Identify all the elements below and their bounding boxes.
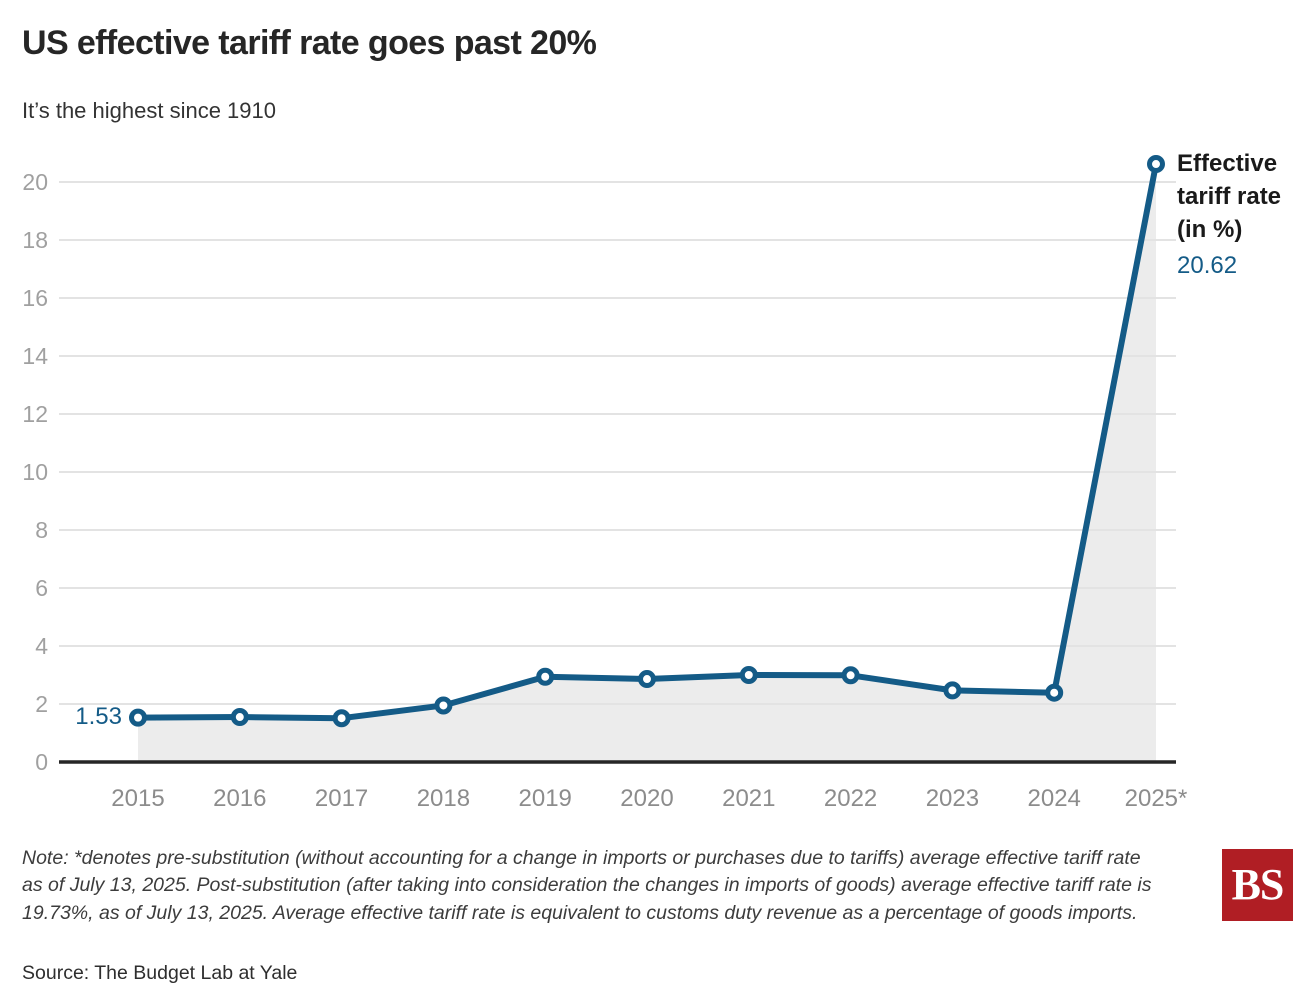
data-point-2019 — [536, 667, 555, 686]
x-tick-label: 2020 — [620, 785, 673, 812]
data-line — [135, 161, 1159, 722]
x-tick-label: 2016 — [213, 785, 266, 812]
y-tick-label: 0 — [35, 749, 48, 775]
y-tick-label: 16 — [22, 285, 48, 311]
x-tick-label: 2021 — [722, 785, 775, 812]
data-point-2017 — [332, 709, 351, 728]
series-legend: Effective tariff rate (in %) 20.62 — [1177, 148, 1295, 281]
source-credit: Source: The Budget Lab at Yale — [22, 962, 298, 984]
x-tick-label: 2023 — [926, 785, 979, 812]
data-point-2023 — [943, 681, 962, 700]
page-title: US effective tariff rate goes past 20% — [22, 24, 597, 62]
data-point-2018 — [434, 696, 453, 715]
last-point-value-label: 20.62 — [1177, 251, 1238, 279]
data-point-2015 — [129, 708, 147, 727]
bs-logo: BS — [1222, 849, 1293, 921]
x-tick-label: 2017 — [315, 785, 368, 812]
footnote: Note: *denotes pre-substitution (without… — [22, 847, 1152, 924]
series-legend-label: Effective tariff rate (in %) — [1177, 150, 1282, 243]
y-tick-label: 2 — [35, 691, 48, 717]
data-point-2024 — [1045, 683, 1064, 702]
x-tick-label: 2025* — [1125, 785, 1188, 812]
data-point-2020 — [638, 670, 656, 689]
y-tick-label: 6 — [35, 575, 48, 601]
area-fill — [138, 164, 1156, 762]
data-point-2021 — [739, 666, 758, 684]
y-tick-label: 10 — [22, 459, 48, 485]
data-point-2022 — [841, 666, 860, 685]
x-tick-label: 2015 — [111, 785, 164, 812]
y-tick-label: 4 — [35, 633, 48, 659]
x-tick-label: 2024 — [1028, 785, 1081, 812]
data-point-2025* — [1147, 155, 1165, 174]
y-tick-label: 18 — [22, 227, 48, 253]
page-subtitle: It’s the highest since 1910 — [22, 98, 276, 123]
y-tick-label: 20 — [22, 169, 48, 195]
y-tick-label: 8 — [35, 517, 48, 543]
y-tick-label: 12 — [22, 401, 48, 427]
data-point-2016 — [230, 708, 249, 727]
x-tick-label: 2019 — [519, 785, 572, 812]
first-point-value-label: 1.53 — [75, 703, 122, 730]
x-tick-label: 2022 — [824, 785, 877, 812]
y-tick-label: 14 — [22, 343, 48, 369]
x-tick-label: 2018 — [417, 785, 470, 812]
